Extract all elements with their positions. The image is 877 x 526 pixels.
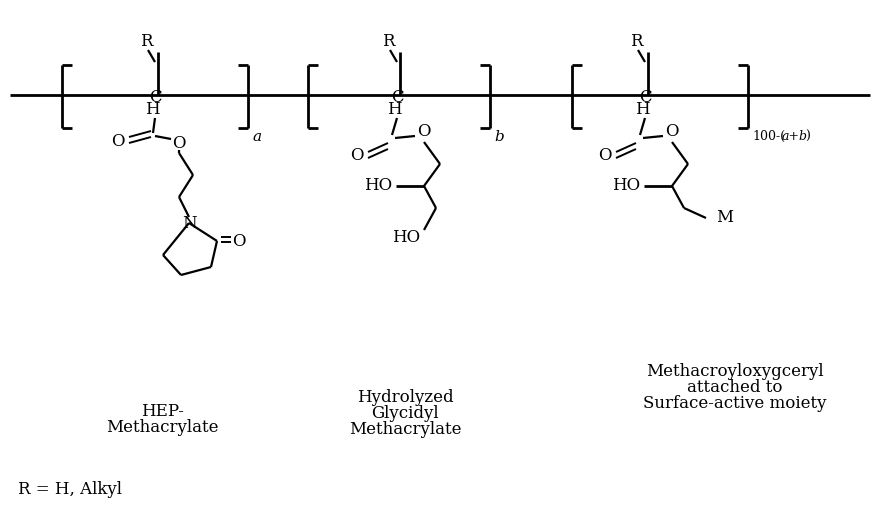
Text: attached to: attached to [688, 379, 783, 397]
Text: Methacrylate: Methacrylate [106, 420, 218, 437]
Text: R: R [381, 34, 395, 50]
Text: N: N [182, 215, 196, 231]
Text: O: O [417, 124, 431, 140]
Text: R = H, Alkyl: R = H, Alkyl [18, 481, 122, 499]
Text: Methacrylate: Methacrylate [349, 421, 461, 439]
Text: a: a [252, 130, 261, 144]
Text: H: H [635, 102, 649, 118]
Text: HO: HO [612, 177, 640, 195]
Text: O: O [598, 147, 612, 164]
Text: Methacroyloxygceryl: Methacroyloxygceryl [646, 363, 824, 380]
Text: ): ) [805, 130, 809, 143]
Text: Glycidyl: Glycidyl [371, 406, 438, 422]
Text: C: C [390, 88, 403, 106]
Text: HEP-: HEP- [140, 403, 183, 420]
Text: O: O [666, 124, 679, 140]
Text: 100-(: 100-( [752, 130, 785, 143]
Text: C: C [149, 88, 161, 106]
Text: O: O [172, 135, 186, 151]
Text: b: b [494, 130, 503, 144]
Text: O: O [111, 133, 125, 149]
Text: HO: HO [392, 229, 420, 247]
Text: O: O [232, 232, 246, 249]
Text: R: R [139, 34, 153, 50]
Text: R: R [630, 34, 642, 50]
Text: Hydrolyzed: Hydrolyzed [357, 389, 453, 407]
Text: H: H [145, 102, 160, 118]
Text: H: H [387, 102, 402, 118]
Text: O: O [350, 147, 364, 164]
Text: a+b: a+b [782, 130, 808, 143]
Text: C: C [638, 88, 652, 106]
Text: M: M [716, 209, 733, 227]
Text: Surface-active moiety: Surface-active moiety [643, 396, 827, 412]
Text: HO: HO [364, 177, 392, 195]
